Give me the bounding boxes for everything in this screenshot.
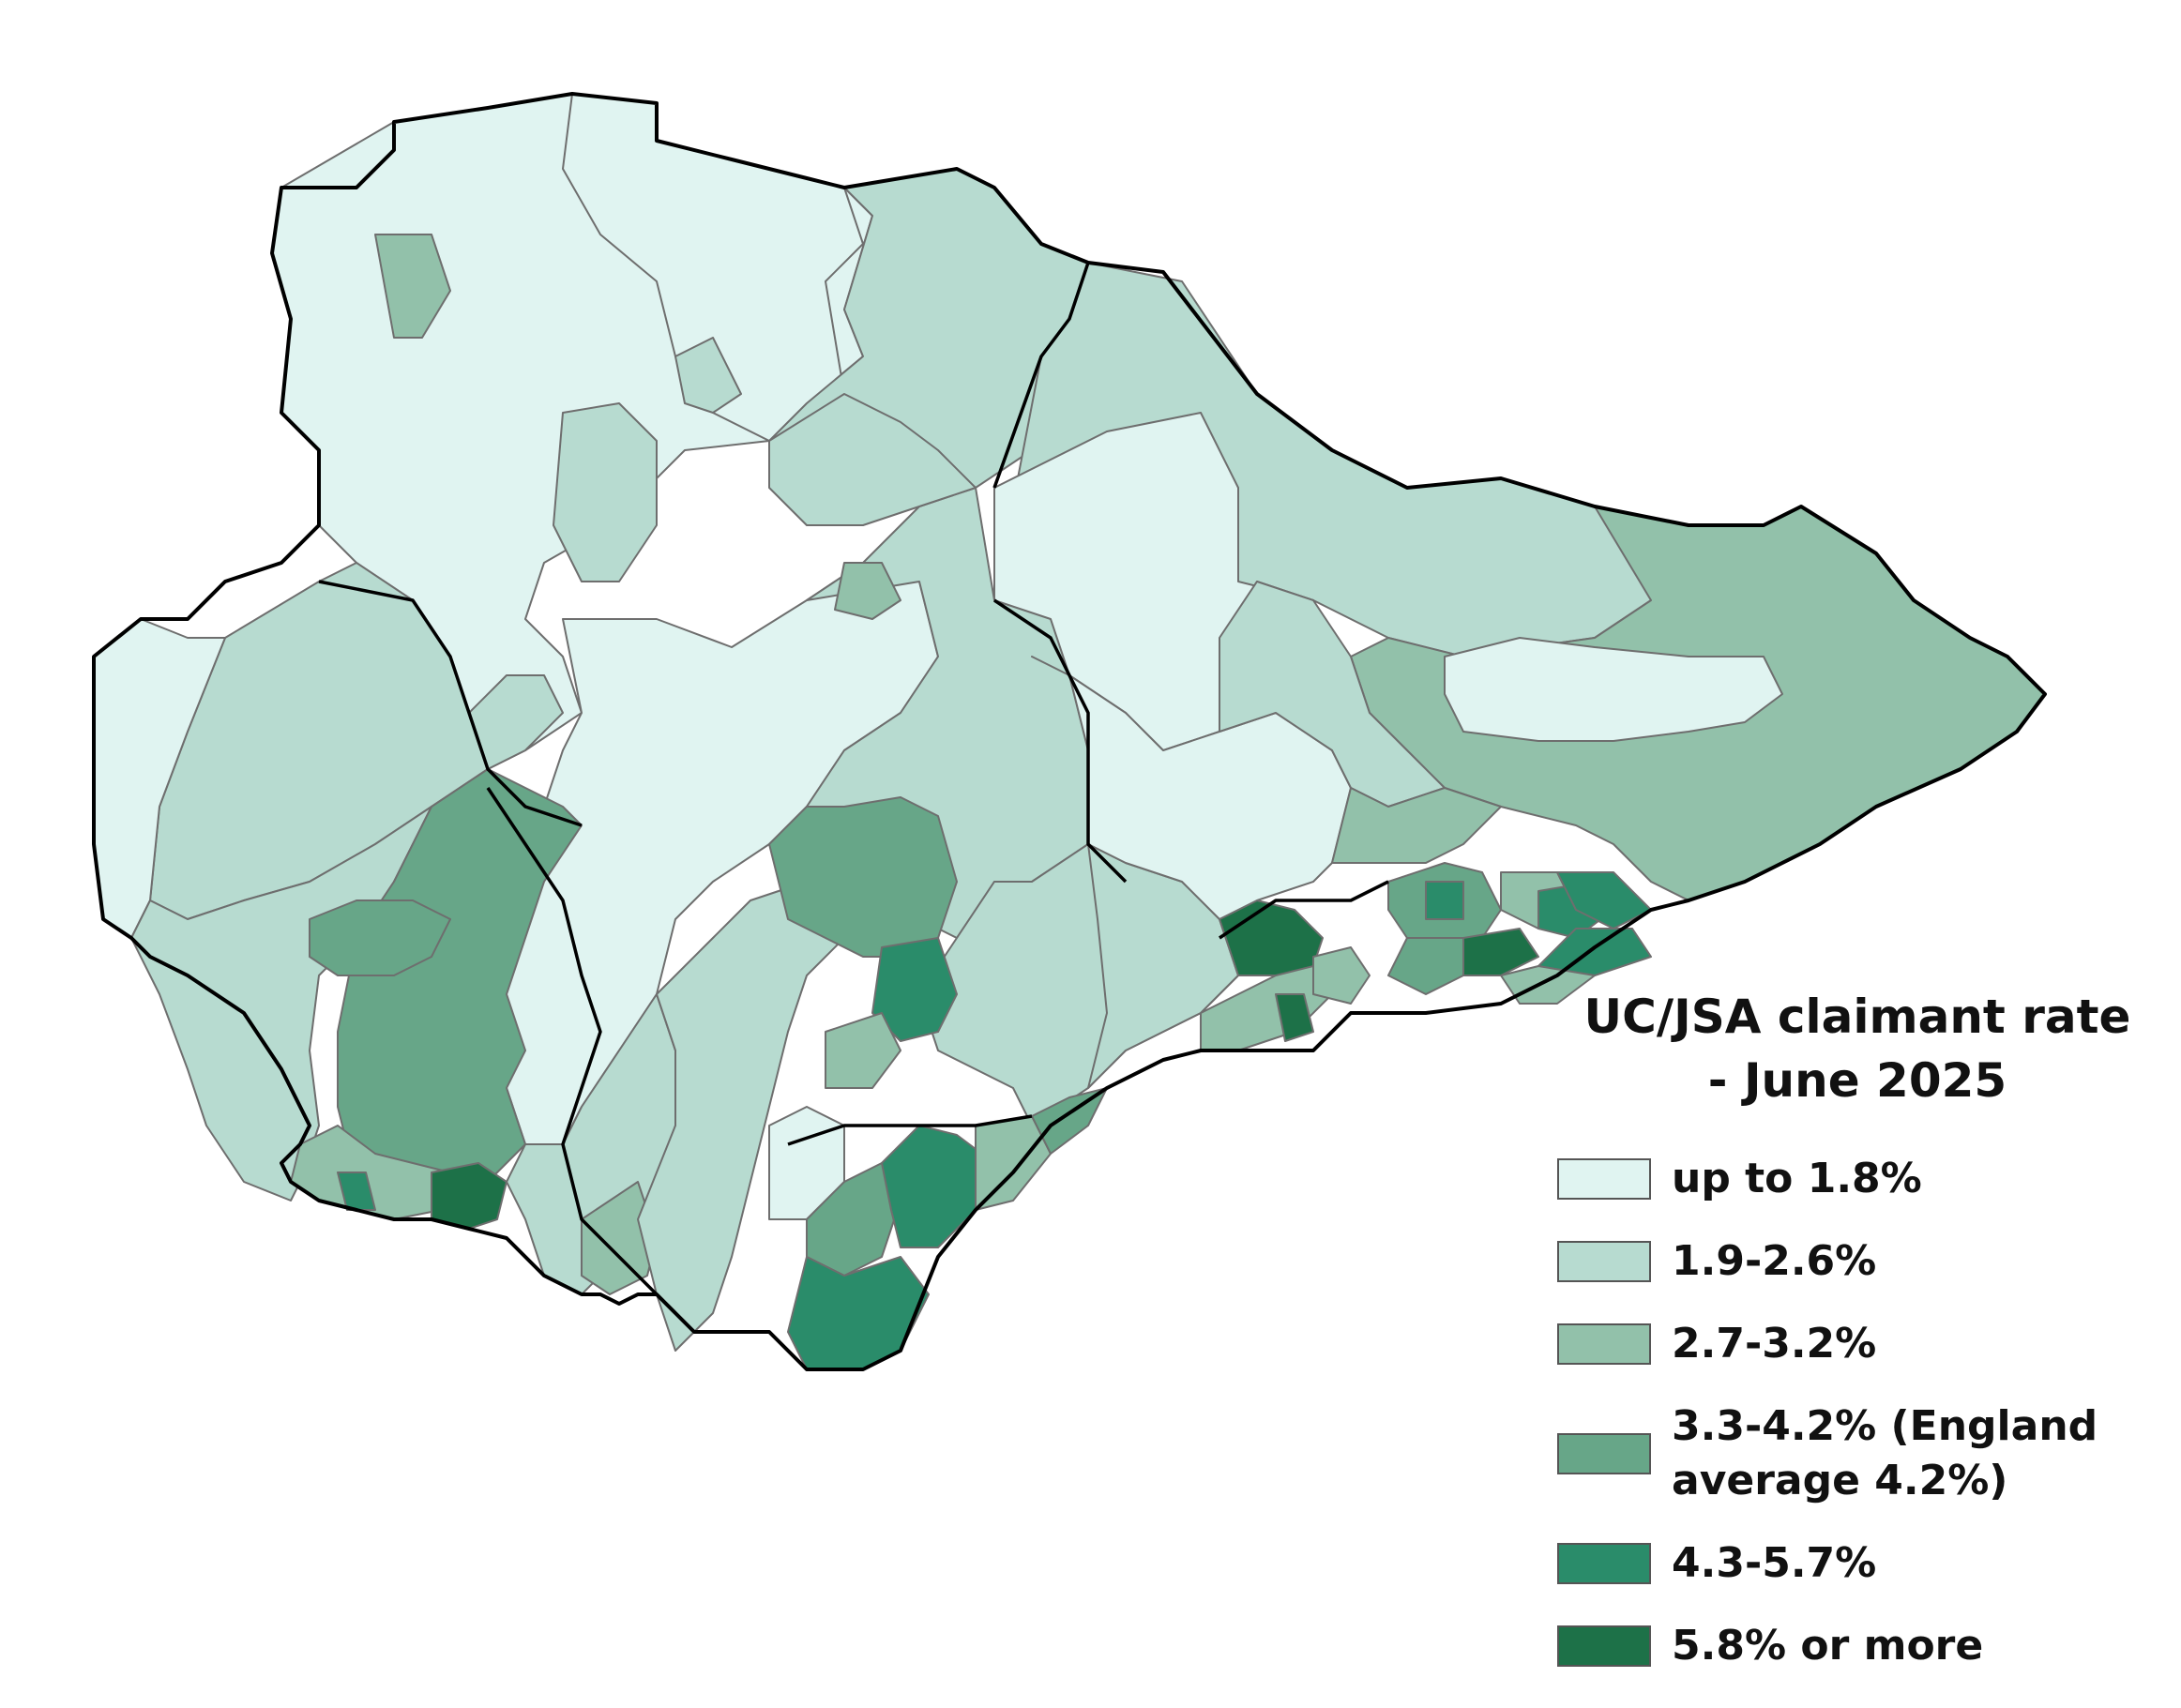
district-boundary: [993, 598, 1128, 884]
legend-item: 1.9-2.6%: [1557, 1234, 2158, 1289]
ward-region: [834, 562, 901, 620]
legend-swatch: [1557, 1625, 1651, 1667]
legend-item: up to 1.8%: [1557, 1152, 2158, 1206]
ward-region: [1031, 1087, 1108, 1155]
legend-label: 1.9-2.6%: [1672, 1237, 1877, 1285]
district-boundary: [787, 1114, 1033, 1146]
ward-region: [337, 1171, 376, 1211]
legend-title: UC/JSA claimant rate - June 2025: [1557, 985, 2158, 1112]
ward-region: [337, 768, 583, 1202]
district-boundary: [318, 580, 583, 827]
district-boundary: [486, 787, 677, 1315]
ward-region: [768, 796, 958, 958]
ward-region: [1444, 637, 1783, 742]
legend-label: 3.3-4.2% (England average 4.2%): [1672, 1402, 2098, 1504]
ward-region: [581, 1181, 658, 1295]
ward-region: [1275, 993, 1314, 1042]
wards: [93, 93, 2046, 1370]
legend-swatch: [1557, 1158, 1651, 1200]
ward-region: [1556, 871, 1652, 930]
county-outline: [92, 92, 2047, 1371]
legend-label: up to 1.8%: [1672, 1155, 1922, 1202]
legend-label: 5.8% or more: [1672, 1622, 1984, 1670]
legend-label: 2.7-3.2%: [1672, 1320, 1877, 1368]
district-boundary: [1219, 880, 1389, 940]
map-legend: UC/JSA claimant rate - June 2025 up to 1…: [1557, 985, 2158, 1701]
ward-region: [374, 234, 451, 339]
legend-item: 2.7-3.2%: [1557, 1317, 2158, 1371]
ward-region: [787, 1256, 930, 1370]
ward-region: [825, 1012, 901, 1089]
ward-region: [1312, 946, 1371, 1005]
ward-region: [871, 937, 958, 1042]
legend-title-line2: - June 2025: [1707, 1053, 2007, 1108]
legend-item: 5.8% or more: [1557, 1619, 2158, 1673]
ward-region: [309, 899, 451, 976]
ward-region: [553, 402, 658, 582]
legend-label: 4.3-5.7%: [1672, 1539, 1877, 1587]
ward-region: [1500, 965, 1596, 1005]
ward-region: [1387, 937, 1464, 995]
ward-region: [674, 337, 742, 414]
legend-swatch: [1557, 1433, 1651, 1474]
legend-swatch: [1557, 1543, 1651, 1584]
legend-swatch: [1557, 1241, 1651, 1282]
ward-region: [1331, 787, 1502, 864]
district-boundary: [992, 262, 1090, 489]
legend-item: 3.3-4.2% (England average 4.2%): [1557, 1399, 2158, 1508]
ward-region: [1425, 881, 1464, 920]
ward-region: [768, 393, 977, 526]
legend-swatch: [1557, 1323, 1651, 1365]
legend-title-line1: UC/JSA claimant rate: [1583, 990, 2131, 1044]
legend-item: 4.3-5.7%: [1557, 1536, 2158, 1591]
district-boundaries: [318, 262, 1389, 1315]
